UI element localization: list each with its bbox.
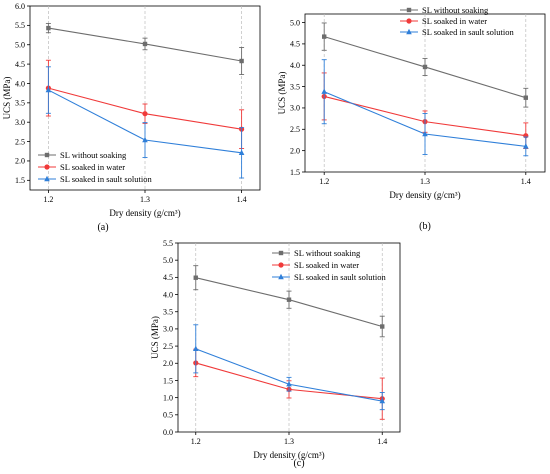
y-axis-label: UCS (MPa) — [150, 316, 160, 359]
data-point — [142, 111, 148, 117]
series-sl-without-soaking — [321, 22, 529, 108]
x-tick-label: 1.3 — [140, 195, 150, 204]
x-tick-label: 1.3 — [284, 437, 294, 446]
y-tick-label: 3.0 — [15, 118, 25, 127]
y-tick-label: 4.5 — [290, 40, 300, 49]
y-tick-label: 3.5 — [15, 99, 25, 108]
legend: SL without soaking SL soaked in water SL s… — [38, 150, 153, 184]
y-tick-label: 5.5 — [163, 239, 173, 248]
data-point — [142, 41, 148, 47]
legend-marker — [406, 18, 412, 24]
legend-label: SL without soaking — [60, 150, 127, 160]
legend-marker — [406, 7, 412, 13]
y-tick-label: 4.5 — [15, 60, 25, 69]
y-tick-label: 5.0 — [163, 256, 173, 265]
chart-panel-2: 1.2 1.3 1.4 1.5 2.0 2.5 3.0 3.5 4.0 4.5 5.0 Dry den… — [277, 5, 546, 232]
data-point — [523, 95, 528, 100]
legend-marker — [44, 175, 50, 182]
legend-marker — [278, 262, 284, 268]
x-axis-label: Dry density (g/cm³) — [109, 208, 180, 218]
data-point — [322, 34, 327, 39]
data-point — [239, 58, 244, 64]
y-tick-label: 2.5 — [163, 342, 173, 351]
panel-caption: (c) — [293, 458, 304, 469]
legend-marker — [44, 152, 50, 158]
series-sl-without-soaking — [45, 22, 245, 76]
y-tick-label: 3.0 — [290, 104, 300, 113]
legend-label: SL soaked in sault solution — [422, 27, 515, 37]
data-point — [321, 88, 327, 94]
y-tick-label: 5.0 — [290, 18, 300, 27]
legend-label: SL without soaking — [422, 5, 489, 15]
y-tick-label: 5.5 — [15, 21, 25, 30]
y-tick-label: 1.5 — [290, 168, 300, 177]
data-point — [380, 324, 385, 329]
legend-label: SL soaked in sault solution — [60, 174, 153, 184]
data-point — [422, 64, 428, 70]
y-tick-label: 4.5 — [163, 273, 173, 282]
y-tick-label: 3.5 — [163, 308, 173, 317]
x-tick-label: 1.2 — [191, 437, 201, 446]
panel-caption: (b) — [419, 221, 431, 232]
y-tick-label: 1.5 — [163, 376, 173, 385]
data-point — [286, 297, 292, 302]
series-sl-soaked-in-sault-solution — [321, 59, 529, 157]
y-tick-label: 2.0 — [163, 359, 173, 368]
legend-label: SL soaked in water — [422, 16, 487, 26]
y-tick-label: 4.0 — [163, 290, 173, 299]
chart-panel-1: 1.2 1.3 1.4 1.5 2.0 2.5 3.0 3.5 4.0 4.5 5.0 5.5 6.0 D… — [2, 2, 261, 233]
y-tick-label: 0.5 — [163, 411, 173, 420]
x-tick-label: 1.4 — [377, 437, 387, 446]
data-point — [142, 136, 148, 143]
y-tick-label: 2.0 — [290, 146, 300, 155]
y-tick-label: 2.5 — [15, 137, 25, 146]
data-point — [523, 143, 529, 149]
legend-label: SL soaked in water — [294, 260, 359, 270]
legend-label: SL without soaking — [294, 248, 361, 258]
series-sl-without-soaking — [193, 265, 385, 338]
legend-label: SL soaked in water — [60, 162, 125, 172]
data-point — [192, 345, 199, 352]
data-point — [422, 130, 428, 137]
data-point — [193, 275, 198, 280]
y-tick-label: 0.0 — [163, 428, 173, 437]
legend-marker — [278, 273, 284, 280]
y-tick-label: 4.0 — [15, 79, 25, 88]
y-tick-label: 4.0 — [290, 61, 300, 70]
legend-marker — [406, 28, 412, 35]
y-tick-label: 1.0 — [163, 393, 173, 402]
y-tick-label: 2.5 — [290, 125, 300, 134]
data-point — [286, 381, 292, 387]
legend-marker — [278, 250, 284, 256]
data-point — [45, 86, 52, 93]
x-tick-label: 1.4 — [521, 177, 531, 186]
data-point — [46, 25, 51, 31]
y-tick-label: 6.0 — [15, 2, 25, 11]
x-axis-label: Dry density (g/cm³) — [253, 450, 324, 460]
x-tick-label: 1.2 — [319, 177, 329, 186]
chart-panel-3: 1.2 1.3 1.4 0.0 0.5 1.0 1.5 2.0 2.5 3.0 3.5 4.0 4.5 5… — [150, 239, 401, 469]
panel-caption: (a) — [97, 222, 108, 233]
y-axis-label: UCS (MPa) — [277, 72, 287, 115]
legend-marker — [44, 164, 50, 170]
legend-label: SL soaked in sault solution — [294, 272, 387, 282]
series-sl-soaked-in-sault-solution — [45, 66, 245, 179]
y-tick-label: 3.0 — [163, 325, 173, 334]
x-tick-label: 1.3 — [420, 177, 430, 186]
y-tick-label: 5.0 — [15, 41, 25, 50]
legend: SL without soaking SL soaked in water SL s… — [272, 248, 387, 282]
data-point — [238, 149, 245, 156]
y-axis-label: UCS (MPa) — [2, 77, 12, 120]
x-tick-label: 1.4 — [237, 195, 247, 204]
x-axis-label: Dry density (g/cm³) — [389, 190, 460, 200]
y-tick-label: 3.5 — [290, 82, 300, 91]
data-point — [379, 397, 386, 404]
x-tick-label: 1.2 — [43, 195, 53, 204]
y-tick-label: 1.5 — [15, 176, 25, 185]
series-sl-soaked-in-sault-solution — [192, 324, 386, 411]
y-tick-label: 2.0 — [15, 157, 25, 166]
